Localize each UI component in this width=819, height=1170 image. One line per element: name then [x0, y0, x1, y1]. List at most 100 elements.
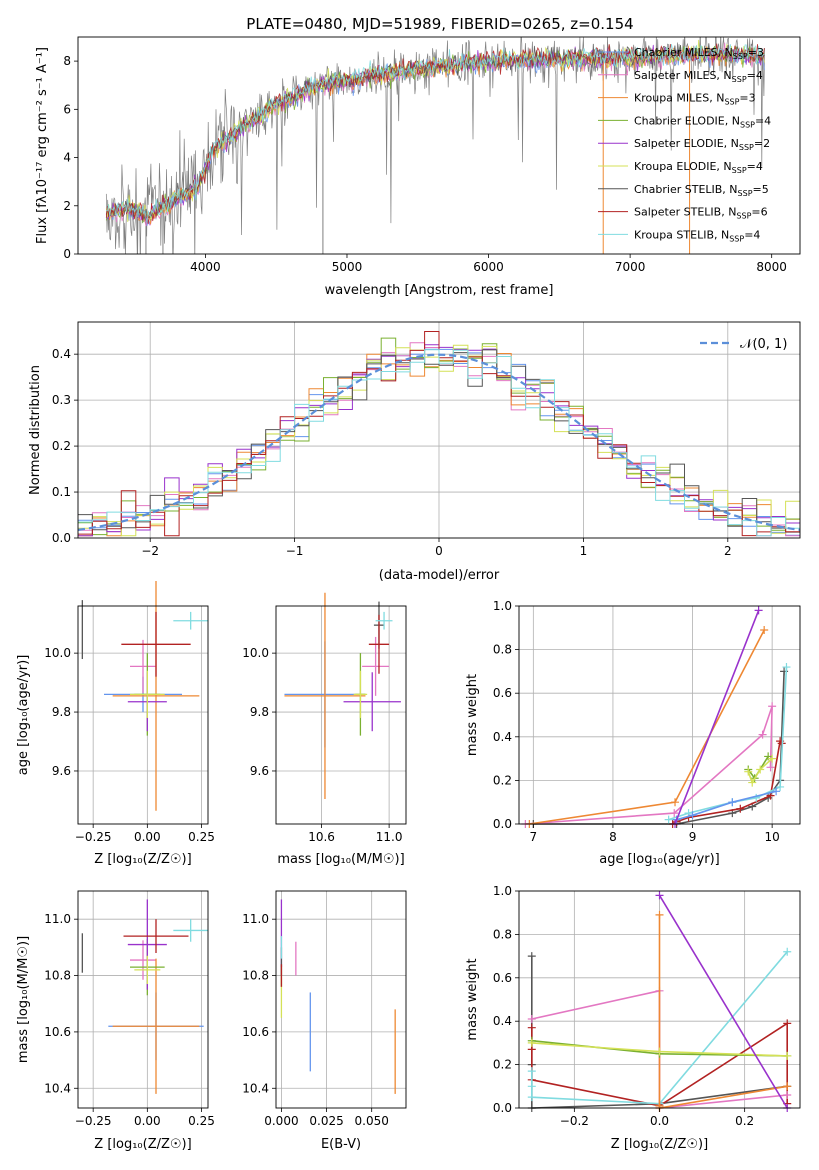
x-tick-label: −0.2 [560, 1114, 589, 1128]
legend-entry: Salpeter STELIB, NSSP=6 [634, 206, 768, 221]
weight-marker [783, 1019, 792, 1028]
y-tick-label: 10.4 [242, 1081, 269, 1095]
legend-entry: 𝒩(0, 1) [740, 337, 787, 352]
axes-frame [275, 890, 407, 1109]
weight-marker [783, 1082, 792, 1091]
legend-entry: Kroupa ELODIE, NSSP=4 [634, 160, 763, 175]
x-tick-label: 0.0 [650, 1114, 669, 1128]
spectrum-lines [105, 37, 765, 254]
y-tick-label: 11.0 [44, 912, 71, 926]
axes-mass_age: 10.6 11.0 9.6 9.8 10.0 mass [log₁₀(M/M☉)] [242, 592, 407, 867]
axes-age_weight: 7 8 9 10 0.0 0.2 0.4 0.6 0.8 1.0 age [log₁₀(age/yr… [465, 599, 801, 867]
axes-frame [77, 36, 801, 255]
normal-curve [77, 353, 801, 531]
y-tick-label: 4 [63, 151, 71, 165]
y-tick-label: 2 [63, 199, 71, 213]
x-tick-label: −2 [141, 544, 159, 558]
y-tick-label: 0.3 [52, 393, 71, 407]
y-tick-label: 0.2 [52, 439, 71, 453]
y-tick-label: 0.4 [493, 730, 512, 744]
weight-line [533, 671, 785, 825]
x-tick-label: 5000 [332, 260, 363, 274]
y-axis-label: Normed distribution [28, 365, 43, 495]
weight-marker [655, 891, 664, 900]
weight-line [747, 755, 769, 780]
errorbars [81, 580, 208, 811]
weight-marker [756, 765, 765, 774]
y-tick-label: 1.0 [493, 599, 512, 613]
weight-marker [748, 778, 757, 787]
x-tick-label: 11.0 [376, 830, 403, 844]
weight-marker [783, 947, 792, 956]
weight-line [658, 914, 788, 1109]
model-spectrum-line [106, 44, 765, 223]
spectrum-legend: Chabrier MILES, NSSP=3 Salpeter MILES, NS… [598, 46, 771, 243]
weight-marker [752, 793, 761, 802]
weight-marker [670, 809, 679, 818]
x-axis-label: E(B-V) [321, 1137, 361, 1152]
y-tick-label: 8 [63, 54, 71, 68]
axes-ebv_mass: 0.000 0.025 0.050 10.4 10.6 10.8 11.0 E(B-V) [242, 890, 407, 1152]
x-tick-label: 0.00 [134, 830, 161, 844]
weight-marker [768, 702, 777, 711]
weight-line [658, 894, 788, 1109]
weight-series [527, 891, 792, 1112]
figure-title: PLATE=0480, MJD=51989, FIBERID=0265, z=0… [246, 15, 633, 33]
y-tick-label: 10.4 [44, 1081, 71, 1095]
x-axis-label: Z [log₁₀(Z/Z☉)] [94, 1137, 191, 1152]
x-axis-label: wavelength [Angstrom, rest frame] [325, 283, 554, 298]
y-tick-label: 0.2 [493, 1058, 512, 1072]
weight-marker [766, 763, 775, 772]
weight-marker [744, 767, 753, 776]
y-tick-label: 0.8 [493, 927, 512, 941]
y-tick-label: 1.0 [493, 884, 512, 898]
x-tick-label: 0.2 [735, 1114, 754, 1128]
y-axis-label: age [log₁₀(age/yr)] [16, 655, 31, 776]
x-tick-label: 6000 [473, 260, 504, 274]
x-tick-label: 7 [530, 830, 538, 844]
residual-histogram [78, 331, 800, 537]
legend-entry: Kroupa STELIB, NSSP=4 [634, 228, 760, 243]
y-tick-label: 6 [63, 102, 71, 116]
y-tick-label: 0.1 [52, 485, 71, 499]
weight-marker [768, 754, 777, 763]
y-tick-label: 10.0 [44, 646, 71, 660]
weight-marker [527, 1038, 536, 1047]
weight-series [521, 606, 791, 828]
y-tick-label: 10.6 [242, 1025, 269, 1039]
x-tick-label: 0.025 [309, 1114, 343, 1128]
weight-marker [527, 1023, 536, 1032]
x-tick-label: 10 [764, 830, 779, 844]
y-tick-label: 0.6 [493, 686, 512, 700]
x-tick-label: 10.6 [308, 830, 335, 844]
x-tick-label: 0 [435, 544, 443, 558]
legend-entry: Chabrier MILES, NSSP=3 [634, 46, 764, 61]
weight-line [676, 790, 777, 821]
axes-frame [275, 605, 407, 825]
model-spectrum-line [105, 43, 765, 221]
weight-marker [671, 798, 680, 807]
x-tick-label: 0.050 [355, 1114, 389, 1128]
weight-marker [527, 952, 536, 961]
weight-marker [736, 804, 745, 813]
weight-marker [772, 787, 781, 796]
y-axis-label: mass weight [465, 958, 480, 1040]
weight-marker [776, 782, 785, 791]
axes-z_mass: −0.25 0.00 0.25 10.4 10.6 10.8 11.0 Z [log₁₀(Z/… [16, 890, 215, 1152]
weight-marker [783, 1090, 792, 1099]
weight-line [674, 610, 760, 825]
y-tick-label: 0.4 [52, 347, 71, 361]
y-tick-label: 0.0 [52, 531, 71, 545]
x-tick-label: 8000 [756, 260, 787, 274]
y-tick-label: 0.0 [493, 817, 512, 831]
x-axis-label: age [log₁₀(age/yr)] [599, 852, 720, 867]
axes-z_weight: −0.2 0.0 0.2 0.0 0.2 0.4 0.6 0.8 1.0 Z [log₁₀(Z/Z… [465, 884, 801, 1152]
y-tick-label: 0 [63, 247, 71, 261]
y-axis-label: Flux [fλ10⁻¹⁷ erg cm⁻² s⁻¹ A⁻¹] [35, 47, 50, 244]
weight-marker [728, 798, 737, 807]
y-axis-label: mass weight [465, 674, 480, 756]
y-tick-label: 0.8 [493, 643, 512, 657]
x-tick-label: 0.000 [264, 1114, 298, 1128]
y-tick-label: 10.8 [242, 969, 269, 983]
x-tick-label: 0.25 [188, 830, 215, 844]
